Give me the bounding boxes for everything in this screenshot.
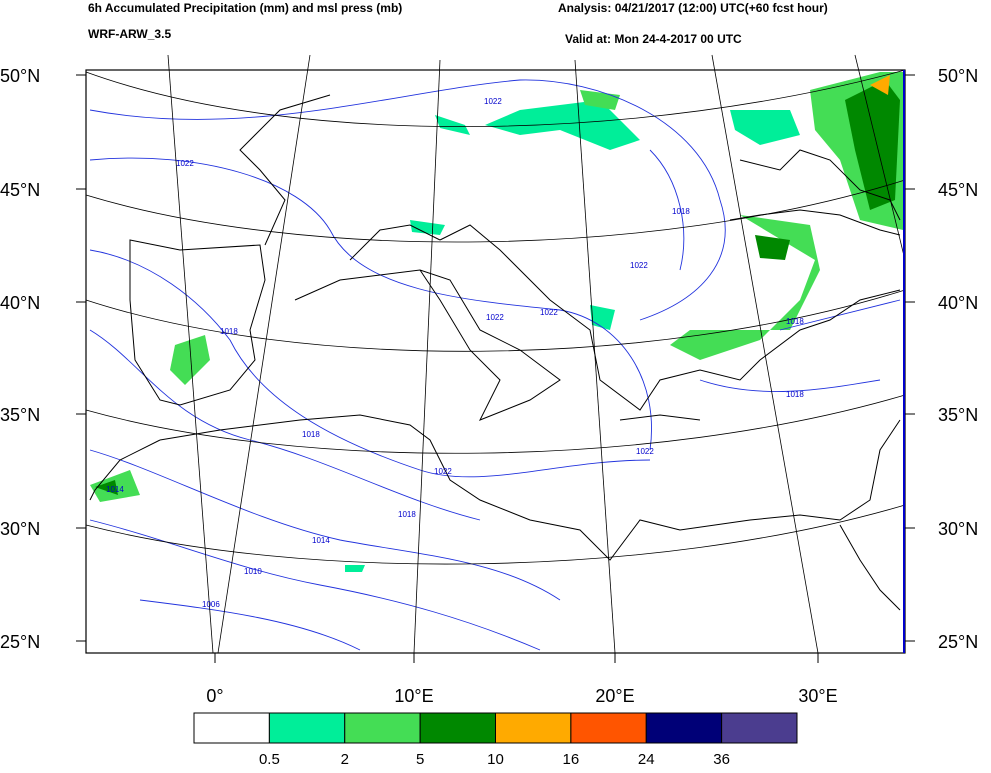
colorbar-box	[193, 712, 270, 744]
contour-label: 1010	[244, 567, 262, 576]
colorbar-box	[721, 712, 798, 744]
colorbar-label: 36	[713, 751, 730, 768]
lat-label: 30°N	[938, 519, 978, 539]
lat-label: 40°N	[0, 293, 40, 313]
contour-label: 1022	[484, 97, 502, 106]
lat-label: 30°N	[0, 519, 40, 539]
precipitation	[90, 72, 903, 572]
colorbar-label: 10	[487, 751, 504, 768]
map: 1022 1022 1022 1022 1022 1022 1022 1018 …	[85, 54, 906, 654]
contour-label: 1014	[106, 485, 124, 494]
model: WRF-ARW_3.5	[88, 27, 171, 41]
lat-label: 45°N	[0, 180, 40, 200]
lon-label: 10°E	[394, 686, 433, 706]
contour-label: 1022	[540, 308, 558, 317]
analysis: Analysis: 04/21/2017 (12:00) UTC(+60 fcs…	[558, 1, 828, 15]
contour-label: 1018	[220, 327, 238, 336]
contour-label: 1018	[302, 430, 320, 439]
contour-label: 1022	[630, 261, 648, 270]
colorbar-label: 0.5	[259, 751, 280, 768]
lat-label: 35°N	[0, 405, 40, 425]
lon-label: 0°	[206, 686, 223, 706]
lon-label: 30°E	[798, 686, 837, 706]
graticule	[85, 54, 906, 654]
contour-labels: 1022 1022 1022 1022 1022 1022 1022 1018 …	[106, 97, 804, 609]
axis-labels: 50°N 50°N 45°N 45°N 40°N 40°N 35°N 35°N 30°N 30°N…	[0, 66, 978, 706]
lat-label: 25°N	[938, 632, 978, 652]
colorbar-label: 2	[341, 751, 349, 768]
contour-label: 1022	[636, 447, 654, 456]
contour-label: 1022	[486, 313, 504, 322]
lon-label: 20°E	[595, 686, 634, 706]
contour-label: 1022	[434, 467, 452, 476]
contour-label: 1018	[398, 510, 416, 519]
colorbar-box	[495, 712, 572, 744]
lat-label: 50°N	[938, 66, 978, 86]
contour-label: 1006	[202, 600, 220, 609]
contour-label: 1018	[786, 317, 804, 326]
colorbar-box	[268, 712, 346, 744]
coastline	[89, 94, 901, 611]
map-frame	[85, 69, 906, 654]
colorbar-label: 5	[416, 751, 424, 768]
colorbar-box	[570, 712, 647, 744]
colorbar-box	[645, 712, 723, 744]
lat-label: 35°N	[938, 405, 978, 425]
contour-label: 1014	[312, 536, 330, 545]
valid-time: Valid at: Mon 24-4-2017 00 UTC	[565, 32, 742, 46]
colorbar-label: 16	[563, 751, 580, 768]
colorbar-box	[419, 712, 496, 744]
colorbar-box	[344, 712, 421, 744]
contour-label: 1022	[176, 159, 194, 168]
contour-label: 1018	[786, 390, 804, 399]
contour-label: 1018	[672, 207, 690, 216]
title: 6h Accumulated Precipitation (mm) and ms…	[88, 1, 402, 15]
lat-label: 45°N	[938, 180, 978, 200]
lat-label: 50°N	[0, 66, 40, 86]
colorbar-label: 24	[638, 751, 655, 768]
lat-label: 40°N	[938, 293, 978, 313]
colorbar: 0.5 2 5 10 16 24 36	[193, 712, 798, 768]
lat-label: 25°N	[0, 632, 40, 652]
